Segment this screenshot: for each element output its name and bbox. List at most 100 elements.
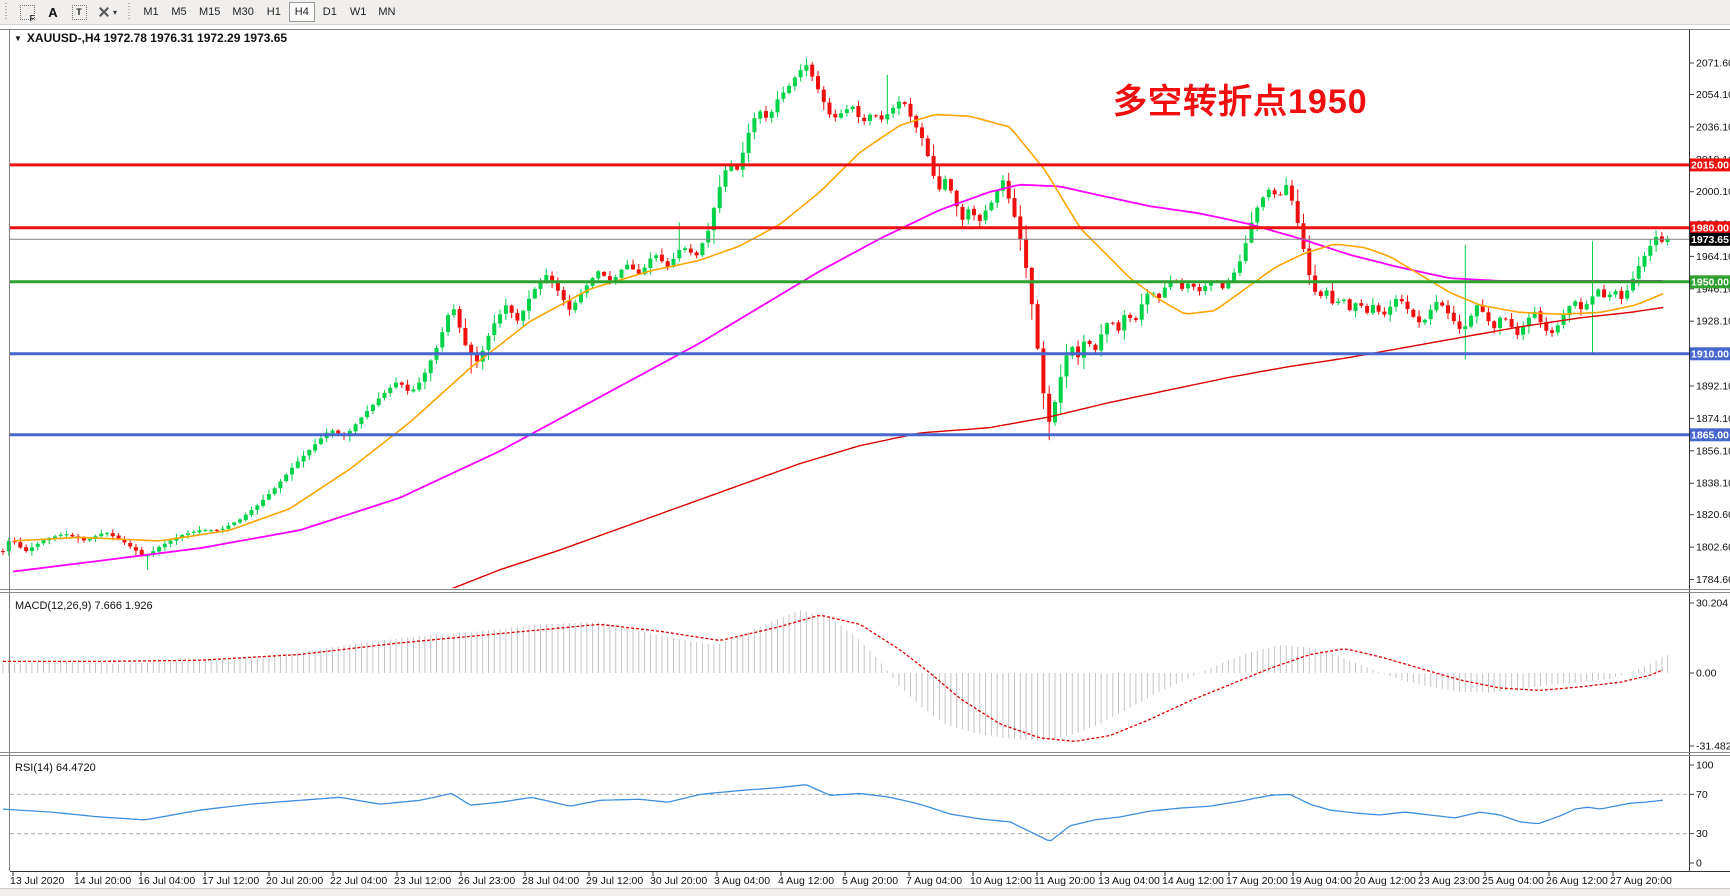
ma-slow-red-line [451,306,1664,588]
price-level-tag: 1980.00 [1690,221,1730,235]
svg-text:2054.10: 2054.10 [1696,89,1730,101]
crosshair-icon [97,5,111,19]
svg-text:1910.00: 1910.00 [1691,348,1729,360]
text-label-button[interactable]: T [67,2,91,22]
svg-text:5 Aug 20:00: 5 Aug 20:00 [842,875,898,887]
svg-text:2036.10: 2036.10 [1696,121,1730,133]
grid-f-icon-label: F [29,13,35,23]
rsi-line [2,784,1664,842]
svg-text:1784.60: 1784.60 [1696,574,1730,586]
svg-text:22 Jul 04:00: 22 Jul 04:00 [330,875,387,887]
timeframe-d1-button[interactable]: D1 [317,2,343,22]
rsi-pane: 100 70 30 0 [2,760,1714,870]
price-axis: 2071.602054.102036.102018.102000.101982.… [1689,58,1730,586]
svg-text:20 Aug 12:00: 20 Aug 12:00 [1354,875,1416,887]
timeframe-m1-button[interactable]: M1 [138,2,164,22]
svg-text:13 Aug 04:00: 13 Aug 04:00 [1098,875,1160,887]
svg-text:29 Jul 12:00: 29 Jul 12:00 [586,875,643,887]
svg-text:19 Aug 04:00: 19 Aug 04:00 [1290,875,1352,887]
svg-text:17 Jul 12:00: 17 Jul 12:00 [202,875,259,887]
timeframe-m15-button[interactable]: M15 [194,2,225,22]
svg-text:0: 0 [1696,858,1702,870]
ma-fast-orange-line [12,113,1664,542]
price-level-tag: 1910.00 [1690,347,1730,361]
svg-text:100: 100 [1696,760,1714,772]
timeframe-w1-button[interactable]: W1 [345,2,372,22]
text-label-icon: T [71,4,87,20]
svg-text:1973.65: 1973.65 [1691,234,1729,246]
svg-text:28 Jul 04:00: 28 Jul 04:00 [522,875,579,887]
svg-text:26 Jul 23:00: 26 Jul 23:00 [458,875,515,887]
svg-text:1980.00: 1980.00 [1691,222,1729,234]
font-button[interactable]: A [41,2,65,22]
svg-text:0.00: 0.00 [1696,668,1717,680]
macd-indicator-label: MACD(12,26,9) 7.666 1.926 [15,600,153,612]
svg-text:25 Aug 04:00: 25 Aug 04:00 [1482,875,1544,887]
svg-text:23 Jul 12:00: 23 Jul 12:00 [394,875,451,887]
ma-mid-magenta-line [12,183,1663,573]
svg-text:14 Jul 20:00: 14 Jul 20:00 [74,875,131,887]
svg-text:30.204: 30.204 [1696,598,1728,610]
price-level-tag: 1865.00 [1690,428,1730,442]
grid-f-icon: F [19,4,35,23]
chart-canvas[interactable]: 2071.602054.102036.102018.102000.101982.… [0,25,1730,888]
svg-text:1964.10: 1964.10 [1696,251,1730,263]
svg-text:4 Aug 12:00: 4 Aug 12:00 [778,875,834,887]
svg-text:16 Jul 04:00: 16 Jul 04:00 [138,875,195,887]
macd-pane: 30.204 0.00 -31.482 [2,598,1730,753]
chart-title: XAUUSD-,H4 1972.78 1976.31 1972.29 1973.… [26,31,288,45]
price-level-lines[interactable] [10,163,1689,437]
grid-f-button[interactable]: F [15,2,39,23]
svg-text:1802.60: 1802.60 [1696,542,1730,554]
price-level-tag: 1950.00 [1690,275,1730,289]
svg-text:2071.60: 2071.60 [1696,58,1730,70]
font-icon: A [48,4,58,20]
chevron-down-icon: ▾ [113,7,118,17]
svg-text:70: 70 [1696,789,1708,801]
chart-title-bar[interactable]: ▼ XAUUSD-,H4 1972.78 1976.31 1972.29 1973… [14,31,287,45]
macd-signal-line [3,614,1664,742]
svg-text:1820.60: 1820.60 [1696,509,1730,521]
svg-text:11 Aug 20:00: 11 Aug 20:00 [1034,875,1095,887]
timeframe-h4-button[interactable]: H4 [288,2,315,22]
toolbar-grip-2[interactable] [126,3,134,21]
svg-text:17 Aug 20:00: 17 Aug 20:00 [1226,875,1288,887]
svg-text:26 Aug 12:00: 26 Aug 12:00 [1546,875,1608,887]
svg-text:2015.00: 2015.00 [1691,159,1729,171]
timeframe-mn-button[interactable]: MN [373,2,400,22]
candlestick-series [1,57,1670,570]
timeframe-m30-button[interactable]: M30 [227,2,258,22]
svg-text:30 Jul 20:00: 30 Jul 20:00 [650,875,707,887]
svg-text:13 Jul 2020: 13 Jul 2020 [10,875,64,887]
crosshair-button[interactable]: ▾ [93,2,121,22]
pane-frames [0,29,1730,872]
svg-text:27 Aug 20:00: 27 Aug 20:00 [1610,875,1672,887]
timeframe-h1-button[interactable]: H1 [261,2,287,22]
rsi-indicator-label: RSI(14) 64.4720 [15,762,96,774]
svg-text:3 Aug 04:00: 3 Aug 04:00 [714,875,770,887]
svg-text:1856.10: 1856.10 [1696,445,1730,457]
chart-window: 2071.602054.102036.102018.102000.101982.… [0,25,1730,888]
svg-text:-31.482: -31.482 [1696,741,1730,753]
status-strip [0,888,1730,896]
svg-text:1892.10: 1892.10 [1696,381,1730,393]
svg-text:1874.10: 1874.10 [1696,413,1730,425]
svg-text:1865.00: 1865.00 [1691,429,1729,441]
timeframe-m5-button[interactable]: M5 [166,2,192,22]
svg-text:1838.10: 1838.10 [1696,478,1730,490]
svg-text:14 Aug 12:00: 14 Aug 12:00 [1162,875,1224,887]
svg-text:23 Aug 23:00: 23 Aug 23:00 [1418,875,1480,887]
current-price-tag: 1973.65 [1690,232,1730,246]
price-level-tag: 2015.00 [1690,158,1730,172]
svg-text:20 Jul 20:00: 20 Jul 20:00 [266,875,323,887]
svg-text:30: 30 [1696,828,1708,840]
svg-text:1950.00: 1950.00 [1691,276,1729,288]
symbol-collapse-icon[interactable]: ▼ [14,34,22,43]
svg-text:2000.10: 2000.10 [1696,186,1730,198]
chart-annotation-text: 多空转折点1950 [1113,83,1368,121]
svg-text:10 Aug 12:00: 10 Aug 12:00 [970,875,1032,887]
toolbar: F A T ▾ M1 M5 M15 M30 H1 H4 D1 W1 MN [0,0,1730,25]
time-axis: 13 Jul 2020 14 Jul 20:00 16 Jul 04:00 17 Ju… [10,872,1672,887]
svg-text:7 Aug 04:00: 7 Aug 04:00 [906,875,962,887]
toolbar-grip[interactable] [3,3,10,21]
